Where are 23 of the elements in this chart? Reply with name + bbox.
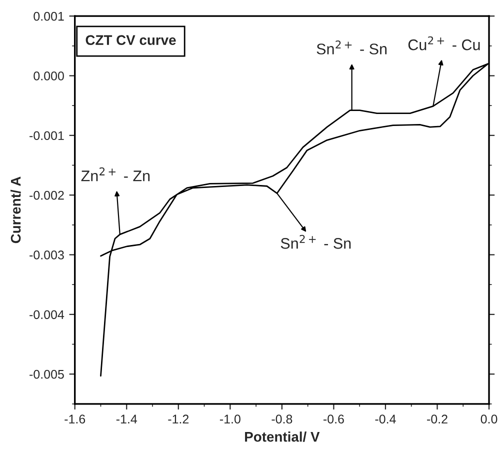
annotation: Sn$^{2+}$ - Sn [316,40,387,54]
x-axis-title: Potential/ V [245,432,320,442]
annotation: Sn$^{2+}$ - Sn [280,234,351,249]
y-axis-title: Current/ A [10,176,21,244]
annotation: Cu$^{2+}$ - Cu [408,36,480,50]
annotation: Zn$^{2+}$ - Zn [81,167,150,182]
x-tick-label: -1.6 [64,414,86,424]
y-tick-label: -0.002 [30,190,64,200]
annotation: CZT CV curve [86,35,176,46]
x-tick-label: -0.4 [375,414,396,424]
x-tick-label: -1.2 [168,414,189,424]
x-tick-label: -1.0 [220,414,240,424]
y-tick-label: -0.005 [30,370,64,379]
y-tick-label: 0.001 [34,12,64,21]
y-tick-label: -0.003 [30,250,64,260]
y-tick-label: 0.000 [34,72,64,80]
y-tick-label: -0.004 [30,310,64,320]
x-tick-label: -1.4 [116,414,138,424]
x-tick-label: 0.0 [480,414,498,424]
y-tick-label: -0.001 [30,131,64,140]
x-tick-label: -0.2 [427,414,448,424]
x-tick-label: -0.8 [272,414,292,424]
x-tick-label: -0.6 [323,414,344,424]
